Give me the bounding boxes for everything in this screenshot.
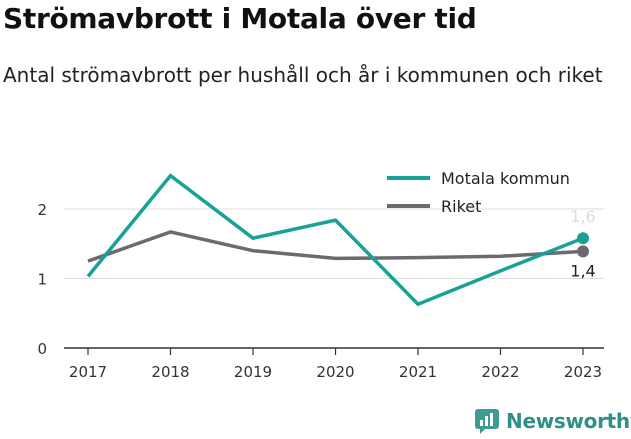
series-layer xyxy=(86,173,589,307)
chart-logo-icon xyxy=(475,409,499,434)
end-point-motala xyxy=(577,232,589,245)
chart-subtitle: Antal strömavbrott per hushåll och år i … xyxy=(3,63,603,87)
newsworthy-logo: Newsworthy xyxy=(474,408,631,434)
y-tick-label-2: 2 xyxy=(37,201,47,219)
brand-name: Newsworthy xyxy=(506,409,631,433)
x-tick-label-2018: 2018 xyxy=(151,363,189,381)
series-line-riket xyxy=(87,230,584,263)
x-tick-label-2021: 2021 xyxy=(399,363,437,381)
x-tick-label-2023: 2023 xyxy=(564,363,602,381)
legend-label-motala: Motala kommun xyxy=(441,169,570,188)
end-label-riket: 1,4 xyxy=(570,261,595,280)
chart-title: Strömavbrott i Motala över tid xyxy=(3,2,477,35)
end-label-motala: 1,6 xyxy=(570,207,595,226)
legend: Motala kommun Riket xyxy=(387,169,570,216)
x-ticks xyxy=(87,348,584,355)
end-point-riket xyxy=(577,245,589,258)
x-tick-label-2019: 2019 xyxy=(234,363,272,381)
line-chart: 2 1 0 2017 2018 2019 2020 2021 2022 2023… xyxy=(37,169,604,381)
series-line-motala xyxy=(86,173,584,307)
y-tick-label-0: 0 xyxy=(37,340,47,358)
y-axis: 2 1 0 xyxy=(37,201,47,358)
x-tick-label-2022: 2022 xyxy=(481,363,519,381)
x-tick-label-2017: 2017 xyxy=(69,363,107,381)
legend-label-riket: Riket xyxy=(441,197,481,216)
x-axis: 2017 2018 2019 2020 2021 2022 2023 xyxy=(69,348,602,381)
gridlines xyxy=(64,208,604,349)
y-tick-label-1: 1 xyxy=(37,271,47,289)
x-tick-label-2020: 2020 xyxy=(316,363,354,381)
